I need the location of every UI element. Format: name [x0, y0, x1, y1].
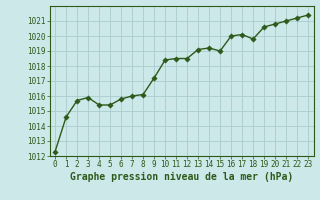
X-axis label: Graphe pression niveau de la mer (hPa): Graphe pression niveau de la mer (hPa)	[70, 172, 293, 182]
